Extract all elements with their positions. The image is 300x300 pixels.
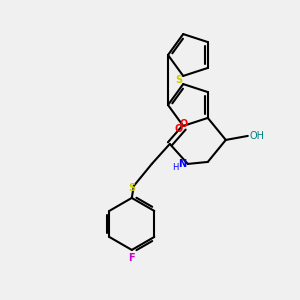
Text: O: O (180, 119, 188, 129)
Text: S: S (176, 75, 183, 85)
Text: H: H (172, 164, 179, 172)
Text: S: S (128, 183, 135, 193)
Text: O: O (174, 124, 182, 134)
Text: OH: OH (250, 131, 265, 141)
Text: N: N (178, 159, 186, 169)
Text: F: F (128, 253, 135, 263)
